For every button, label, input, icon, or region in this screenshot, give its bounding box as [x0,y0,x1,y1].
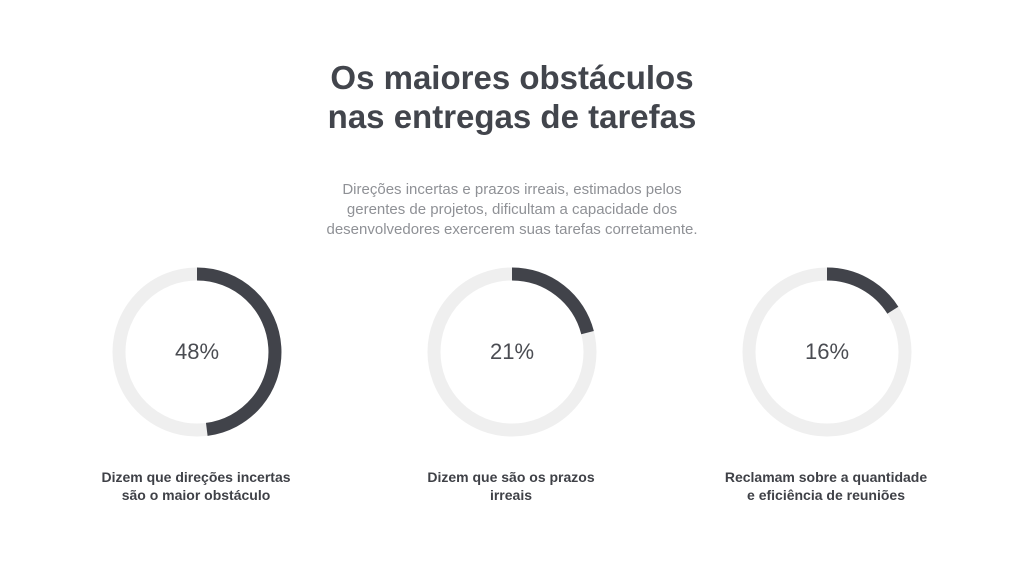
stat-caption-1: Dizem que direções incertas são o maior … [66,468,326,504]
donut-chart-3 [741,266,913,438]
stat-caption-3: Reclamam sobre a quantidade e eficiência… [696,468,956,504]
stat-caption-3-line-2: e eficiência de reuniões [747,487,905,503]
page-title-line-1: Os maiores obstáculos [330,59,694,96]
page-subtitle-line-3: desenvolvedores exercerem suas tarefas c… [326,221,698,238]
stat-caption-2: Dizem que são os prazos irreais [381,468,641,504]
stat-caption-3-line-1: Reclamam sobre a quantidade [724,469,928,485]
page-subtitle-line-1: Direções incertas e prazos irreais, esti… [342,181,682,198]
donut-chart-2 [426,266,598,438]
percent-label-1: 48% [174,339,220,364]
percent-label-3: 16% [804,339,850,364]
donut-chart-1 [111,266,283,438]
donut-progress-2 [511,267,594,335]
donut-progress-3 [826,267,899,314]
page-title-line-2: nas entregas de tarefas [327,98,697,135]
page-subtitle-line-2: gerentes de projetos, dificultam a capac… [346,201,678,218]
percent-label-2: 21% [489,339,535,364]
stat-caption-2-line-1: Dizem que são os prazos [427,469,595,485]
stat-caption-2-line-2: irreais [489,487,533,503]
page-subtitle: Direções incertas e prazos irreais, esti… [262,180,762,240]
donut-progress-1 [196,267,282,436]
stat-caption-1-line-2: são o maior obstáculo [121,487,271,503]
stat-caption-1-line-1: Dizem que direções incertas [101,469,291,485]
page-title: Os maiores obstáculos nas entregas de ta… [0,58,1024,136]
